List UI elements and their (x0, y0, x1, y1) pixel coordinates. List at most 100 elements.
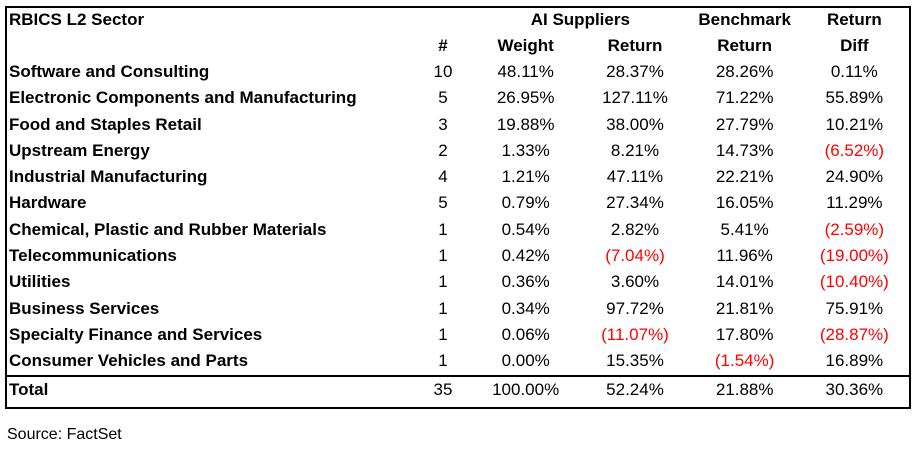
return-cell: 38.00% (606, 114, 664, 134)
header-benchmark-return: Return (717, 36, 773, 55)
sector-cell: Total (7, 374, 415, 403)
return-cell: (7.04%) (605, 246, 665, 266)
benchmark-cell: 14.01% (715, 272, 774, 292)
count-cell: 1 (438, 219, 448, 239)
total-row: Total 35 100.00% 52.24% 21.88% 30.36% (7, 374, 909, 403)
diff-cell: 75.91% (825, 298, 884, 318)
weight-cell: 0.79% (501, 193, 550, 213)
table-row: Chemical, Plastic and Rubber Materials 1 0… (7, 217, 909, 243)
return-cell: (11.07%) (601, 324, 669, 344)
sector-cell: Telecommunications (9, 246, 177, 266)
weight-cell: 0.36% (501, 272, 550, 292)
diff-cell: 55.89% (825, 88, 884, 108)
sector-cell: Upstream Energy (9, 140, 150, 160)
table-row: Upstream Energy 2 1.33% 8.21% 14.73% (6.52%) (7, 138, 909, 164)
diff-cell: (28.87%) (819, 324, 889, 344)
table-row: Utilities 1 0.36% 3.60% 14.01% (10.40%) (7, 269, 909, 295)
count-cell: 2 (438, 140, 448, 160)
sector-cell: Specialty Finance and Services (9, 324, 263, 344)
count-cell: 1 (438, 298, 448, 318)
header-sector: RBICS L2 Sector (9, 10, 145, 29)
benchmark-cell: 5.41% (720, 219, 769, 239)
weight-cell: 0.34% (501, 298, 550, 318)
sector-cell: Business Services (9, 298, 160, 318)
header-return-diff-line2: Diff (840, 36, 869, 55)
weight-cell: 48.11% (497, 62, 554, 81)
weight-cell: 100.00% (471, 374, 581, 403)
table-row: Telecommunications 1 0.42% (7.04%) 11.96% (19… (7, 243, 909, 269)
benchmark-cell: 71.22% (715, 88, 774, 108)
table-row: Electronic Components and Manufacturing 5… (7, 85, 909, 111)
return-cell: 127.11% (602, 88, 668, 108)
count-cell: 5 (438, 193, 448, 213)
benchmark-cell: 27.79% (715, 114, 774, 134)
benchmark-cell: 21.81% (715, 298, 774, 318)
table-row: Specialty Finance and Services 1 0.06% (11.… (7, 322, 909, 348)
header-row-1: RBICS L2 Sector AI Suppliers Benchmark R… (7, 8, 909, 32)
count-cell: 1 (438, 324, 448, 344)
benchmark-cell: 28.26% (715, 62, 774, 81)
weight-cell: 0.00% (501, 351, 550, 371)
diff-cell: (2.59%) (824, 219, 885, 239)
weight-cell: 19.88% (496, 114, 555, 134)
benchmark-cell: 14.73% (715, 140, 774, 160)
diff-cell: 24.90% (825, 167, 884, 187)
sector-cell: Hardware (9, 193, 87, 213)
table-row: Software and Consulting 10 48.11% 28.37% 28.… (7, 59, 909, 85)
return-cell: 27.34% (606, 193, 664, 213)
count-cell: 3 (438, 114, 448, 134)
header-benchmark: Benchmark (698, 10, 791, 29)
diff-cell: 0.11% (830, 62, 878, 81)
count-cell: 10 (433, 62, 453, 81)
benchmark-cell: 11.96% (716, 246, 773, 266)
benchmark-cell: 21.88% (689, 374, 800, 403)
count-cell: 1 (438, 351, 448, 371)
diff-cell: 11.29% (826, 193, 883, 213)
return-cell: 8.21% (610, 140, 660, 160)
header-weight: Weight (497, 36, 554, 55)
sector-cell: Chemical, Plastic and Rubber Materials (9, 219, 327, 239)
table-row: Industrial Manufacturing 4 1.21% 47.11% 22.2… (7, 164, 909, 190)
count-cell: 4 (438, 167, 448, 187)
return-cell: 47.11% (606, 167, 664, 187)
count-cell: 35 (415, 374, 471, 403)
sector-table: RBICS L2 Sector AI Suppliers Benchmark R… (7, 8, 909, 403)
diff-cell: (6.52%) (824, 140, 885, 160)
table-row: Business Services 1 0.34% 97.72% 21.81% 75.91… (7, 296, 909, 322)
header-count: # (438, 36, 448, 55)
weight-cell: 26.95% (496, 88, 555, 108)
sector-cell: Consumer Vehicles and Parts (9, 351, 249, 371)
return-cell: 15.35% (606, 351, 664, 371)
weight-cell: 1.21% (501, 167, 550, 187)
weight-cell: 0.54% (501, 219, 550, 239)
count-cell: 1 (438, 272, 448, 292)
header-ai-suppliers: AI Suppliers (530, 10, 630, 29)
weight-cell: 0.06% (501, 324, 550, 344)
diff-cell: (19.00%) (819, 246, 889, 266)
sector-cell: Utilities (9, 272, 71, 292)
table-row: Consumer Vehicles and Parts 1 0.00% 15.35% (… (7, 348, 909, 375)
sector-cell: Industrial Manufacturing (9, 167, 208, 187)
return-cell: 97.72% (606, 298, 664, 318)
count-cell: 1 (438, 246, 448, 266)
return-cell: 52.24% (580, 374, 690, 403)
sector-table-frame: RBICS L2 Sector AI Suppliers Benchmark R… (5, 6, 911, 409)
benchmark-cell: (1.54%) (714, 351, 775, 371)
benchmark-cell: 22.21% (715, 167, 774, 187)
count-cell: 5 (438, 88, 448, 108)
return-cell: 3.60% (610, 272, 660, 292)
diff-cell: 10.21% (825, 114, 884, 134)
sector-cell: Software and Consulting (9, 62, 210, 81)
diff-cell: 16.89% (825, 351, 884, 371)
benchmark-cell: 16.05% (715, 193, 774, 213)
return-cell: 2.82% (610, 219, 660, 239)
header-row-2: # Weight Return Return Diff (7, 32, 909, 59)
header-return-diff-line1: Return (826, 10, 882, 29)
sector-cell: Food and Staples Retail (9, 114, 202, 134)
table-row: Hardware 5 0.79% 27.34% 16.05% 11.29% (7, 190, 909, 216)
source-note: Source: FactSet (7, 426, 122, 443)
benchmark-cell: 17.80% (715, 324, 774, 344)
weight-cell: 1.33% (501, 140, 550, 160)
weight-cell: 0.42% (501, 246, 550, 266)
header-return: Return (607, 36, 663, 55)
